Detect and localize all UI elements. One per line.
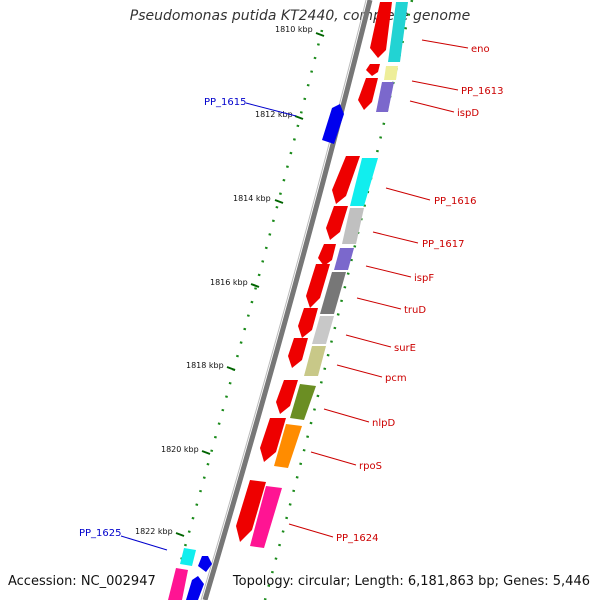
leader-truD [356, 297, 402, 310]
leader-PP_1616 [385, 187, 431, 201]
leader-ispF [365, 265, 412, 278]
cog-PP_1624 [250, 486, 282, 548]
gene-label-PP_1625: PP_1625 [79, 528, 122, 539]
leader-PP_1615 [245, 102, 297, 117]
cds-PP_1616 [332, 156, 360, 204]
leader-PP_1624 [288, 523, 334, 538]
leader-PP_1613 [411, 80, 459, 91]
leader-surE [345, 334, 392, 348]
cds-arrows-reverse [236, 2, 392, 542]
cds-truD [306, 264, 330, 308]
tick-label-1812: 1812 kbp [255, 110, 293, 119]
cog-nlpD [290, 384, 316, 420]
leader-PP_1625 [120, 535, 168, 551]
cds-PP_1617 [326, 206, 348, 240]
leader-nlpD [323, 408, 370, 423]
gene-label-surE: surE [394, 343, 416, 354]
gene-label-nlpD: nlpD [372, 418, 395, 429]
cog-surE [312, 316, 334, 344]
cog-ispF [334, 248, 354, 270]
cog-PP_1616 [350, 158, 378, 206]
tick-labels: 1810 kbp 1812 kbp 1814 kbp 1816 kbp 1818… [135, 25, 313, 536]
gene-label-ispF: ispF [414, 273, 434, 284]
cds-nlpD [276, 380, 298, 414]
cds-PP_1624 [236, 480, 266, 542]
cog-pcm [304, 346, 326, 376]
leader-pcm [336, 364, 383, 378]
cds-arrows-forward [186, 104, 344, 600]
cds-pcm [288, 338, 308, 368]
tick-label-1820: 1820 kbp [161, 445, 199, 454]
label-leaders-right [288, 39, 469, 538]
cds-next-forward [186, 576, 204, 600]
label-leaders-left [120, 102, 297, 551]
gene-label-ispD: ispD [457, 108, 479, 119]
cog-next [168, 568, 188, 600]
tick-1810 [315, 32, 325, 37]
gene-label-PP_1613: PP_1613 [461, 86, 504, 97]
cog-ispD [376, 82, 394, 112]
cds-ispD [358, 78, 378, 110]
leader-PP_1617 [372, 231, 419, 244]
gene-label-PP_1617: PP_1617 [422, 239, 465, 250]
gene-labels-right: eno PP_1613 ispD PP_1616 PP_1617 ispF tr… [336, 44, 504, 544]
tick-1820 [201, 450, 211, 455]
tick-1822 [175, 532, 185, 537]
inner-dotted-ring [263, 0, 414, 600]
tick-1816 [250, 283, 260, 288]
tick-label-1822: 1822 kbp [135, 527, 173, 536]
tick-label-1818: 1818 kbp [186, 361, 224, 370]
cog-eno [388, 2, 408, 62]
leader-rpoS [310, 451, 357, 466]
genome-backbone [202, 0, 373, 600]
cds-eno [370, 2, 392, 58]
gene-label-PP_1615: PP_1615 [204, 97, 247, 108]
cds-PP_1625 [198, 556, 212, 572]
tick-label-1816: 1816 kbp [210, 278, 248, 287]
gene-label-truD: truD [404, 305, 426, 316]
cog-rpoS [274, 424, 302, 468]
tick-1818 [226, 366, 236, 371]
genome-backbone-highlight [200, 0, 367, 600]
leader-ispD [409, 100, 455, 113]
cog-ring [168, 2, 408, 600]
cds-ispF [318, 244, 336, 266]
accession-label: Accession: NC_002947 [8, 574, 156, 589]
tick-1812 [294, 115, 304, 120]
tick-marks [175, 32, 325, 537]
tick-label-1814: 1814 kbp [233, 194, 271, 203]
gene-label-PP_1616: PP_1616 [434, 196, 477, 207]
genome-summary: Topology: circular; Length: 6,181,863 bp… [232, 574, 590, 589]
gene-label-PP_1624: PP_1624 [336, 533, 379, 544]
gene-label-pcm: pcm [385, 373, 407, 384]
gene-labels-left: PP_1615 PP_1625 [79, 97, 247, 539]
cog-truD [320, 272, 346, 314]
cog-PP_1625 [180, 548, 196, 566]
tick-1814 [274, 199, 284, 204]
gene-label-eno: eno [471, 44, 490, 55]
leader-eno [421, 39, 469, 49]
cds-surE [298, 308, 318, 338]
cds-PP_1613 [366, 64, 380, 76]
cog-PP_1617 [342, 208, 364, 244]
gene-label-rpoS: rpoS [359, 461, 382, 472]
tick-label-1810: 1810 kbp [275, 25, 313, 34]
cds-rpoS [260, 418, 286, 462]
cog-PP_1613 [384, 66, 398, 80]
cds-PP_1615 [322, 104, 344, 144]
